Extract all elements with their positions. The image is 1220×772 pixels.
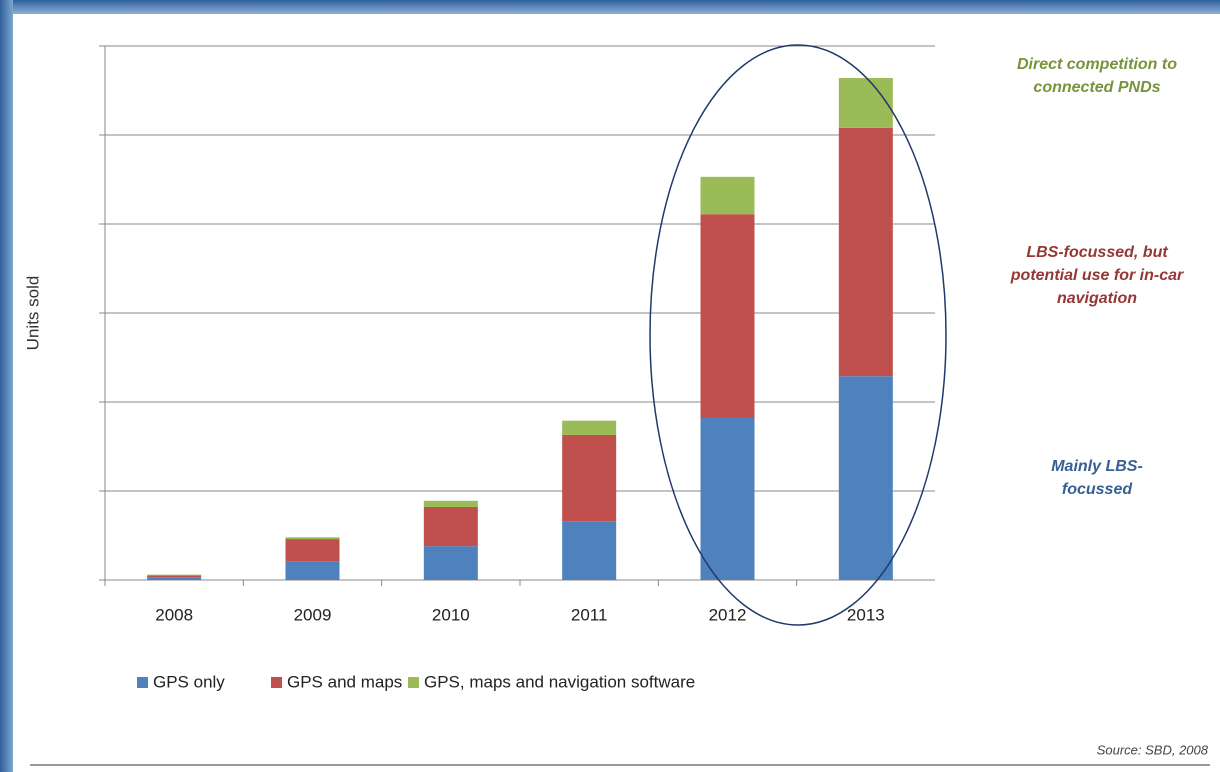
bar-segment xyxy=(423,500,478,508)
bar-segment xyxy=(285,539,340,562)
left-band xyxy=(0,0,13,772)
bar-segment xyxy=(838,78,893,128)
x-tick-label: 2011 xyxy=(571,605,608,624)
x-tick-label: 2012 xyxy=(709,605,747,624)
bar-segment xyxy=(838,127,893,377)
x-tick-label: 2009 xyxy=(294,605,332,624)
bar-segment xyxy=(423,546,478,580)
legend-swatch xyxy=(271,677,282,688)
annotation: focussed xyxy=(1062,481,1133,498)
bar-segment xyxy=(147,575,202,578)
bar-segment xyxy=(700,176,755,215)
source: Source: SBD, 2008 xyxy=(1097,742,1209,757)
annotation: navigation xyxy=(1057,290,1137,307)
annotation: Direct competition to xyxy=(1017,56,1177,73)
annotation: Mainly LBS- xyxy=(1051,458,1143,475)
x-tick-label: 2013 xyxy=(847,605,885,624)
legend-label: GPS and maps xyxy=(287,672,402,691)
legend-swatch xyxy=(137,677,148,688)
bar-segment xyxy=(562,420,617,435)
highlight-ellipse xyxy=(649,44,947,626)
bar-segment xyxy=(700,214,755,419)
x-tick-label: 2008 xyxy=(155,605,193,624)
bar-segment xyxy=(838,376,893,580)
legend-swatch xyxy=(408,677,419,688)
bar-segment xyxy=(285,561,340,580)
bar-segment xyxy=(423,507,478,547)
annotation: connected PNDs xyxy=(1033,79,1160,96)
annotation: LBS-focussed, but xyxy=(1026,244,1168,261)
bar-segment xyxy=(285,537,340,540)
legend-label: GPS only xyxy=(153,672,225,691)
x-tick-label: 2010 xyxy=(432,605,470,624)
bar-segment xyxy=(700,418,755,580)
annotation: potential use for in-car xyxy=(1010,267,1184,284)
legend-label: GPS, maps and navigation software xyxy=(424,672,695,691)
top-band xyxy=(0,0,1220,14)
bar-segment xyxy=(562,434,617,522)
bar-segment xyxy=(562,521,617,580)
bar-segment xyxy=(147,574,202,576)
y-axis-label: Units sold xyxy=(23,276,42,351)
bar-segment xyxy=(147,577,202,580)
